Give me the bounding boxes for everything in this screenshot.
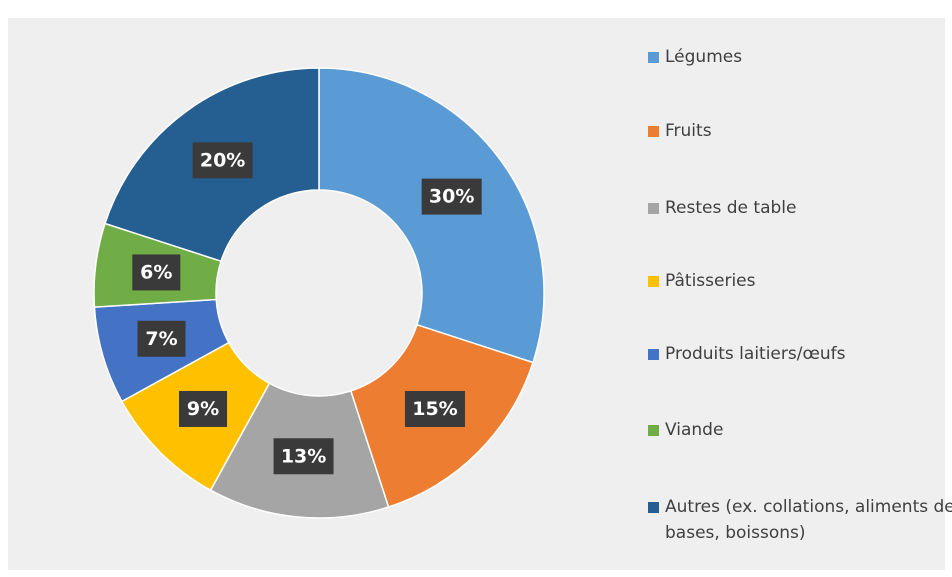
data-label-box xyxy=(132,254,181,291)
data-label-box xyxy=(404,390,465,427)
data-label: 13% xyxy=(281,445,326,467)
data-label: 30% xyxy=(429,186,474,208)
data-label-box xyxy=(179,390,228,427)
legend-item: Viande xyxy=(648,417,952,443)
legend-label: Restes de table xyxy=(665,198,797,218)
data-label: 7% xyxy=(145,328,177,350)
data-label-box xyxy=(192,142,253,179)
legend-label: Pâtisseries xyxy=(665,271,756,291)
legend-swatch xyxy=(648,276,659,287)
legend-swatch xyxy=(648,349,659,360)
legend-item: Fruits xyxy=(648,118,952,144)
legend-item: Autres (ex. collations, aliments de base… xyxy=(648,494,952,546)
data-label: 9% xyxy=(187,398,219,420)
data-label: 15% xyxy=(412,398,457,420)
legend-label: Légumes xyxy=(665,47,743,67)
legend-label: Fruits xyxy=(665,121,712,141)
legend-swatch xyxy=(648,203,659,214)
legend-label: Viande xyxy=(665,420,724,440)
legend-item: Produits laitiers/œufs xyxy=(648,341,952,367)
legend-swatch xyxy=(648,425,659,436)
legend-item: Légumes xyxy=(648,44,952,70)
data-label-box xyxy=(421,178,482,215)
legend-swatch xyxy=(648,52,659,63)
legend-label: Autres (ex. collations, aliments de base… xyxy=(665,497,952,543)
legend-label: Produits laitiers/œufs xyxy=(665,344,846,364)
legend-swatch xyxy=(648,126,659,137)
legend-item: Restes de table xyxy=(648,195,952,221)
donut-slice xyxy=(318,67,545,364)
data-label: 20% xyxy=(200,149,245,171)
data-label: 6% xyxy=(140,261,172,283)
legend-item: Pâtisseries xyxy=(648,268,952,294)
data-label-box xyxy=(273,438,334,475)
legend-swatch xyxy=(648,502,659,513)
data-label-box xyxy=(137,320,186,357)
